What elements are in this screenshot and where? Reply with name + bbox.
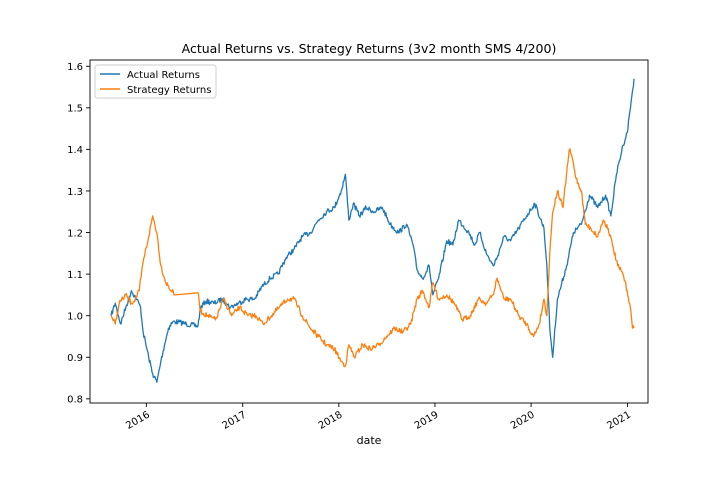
chart-title: Actual Returns vs. Strategy Returns (3v2… (182, 41, 557, 56)
legend-label: Strategy Returns (127, 85, 211, 96)
y-tick-label: 1.1 (67, 270, 83, 281)
y-tick-label: 1.0 (67, 311, 83, 322)
series-line-strategy-returns (110, 148, 635, 368)
legend-label: Actual Returns (127, 70, 200, 81)
y-axis: 0.8 0.9 1.0 1.1 1.2 1.3 1.4 1.5 1.6 (67, 62, 90, 406)
x-axis-label: date (357, 434, 382, 447)
legend: Actual Returns Strategy Returns (94, 64, 217, 99)
series-layer (110, 78, 635, 383)
y-tick-label: 1.6 (67, 62, 83, 73)
y-tick-label: 1.2 (67, 228, 83, 239)
y-tick-label: 1.3 (67, 187, 83, 198)
y-tick-label: 1.4 (67, 145, 83, 156)
plot-frame (89, 59, 649, 404)
legend-box (94, 64, 217, 99)
series-line-actual-returns (110, 78, 635, 383)
y-tick-label: 0.8 (67, 395, 83, 406)
y-tick-label: 0.9 (67, 353, 83, 364)
y-tick-label: 1.5 (67, 104, 83, 115)
